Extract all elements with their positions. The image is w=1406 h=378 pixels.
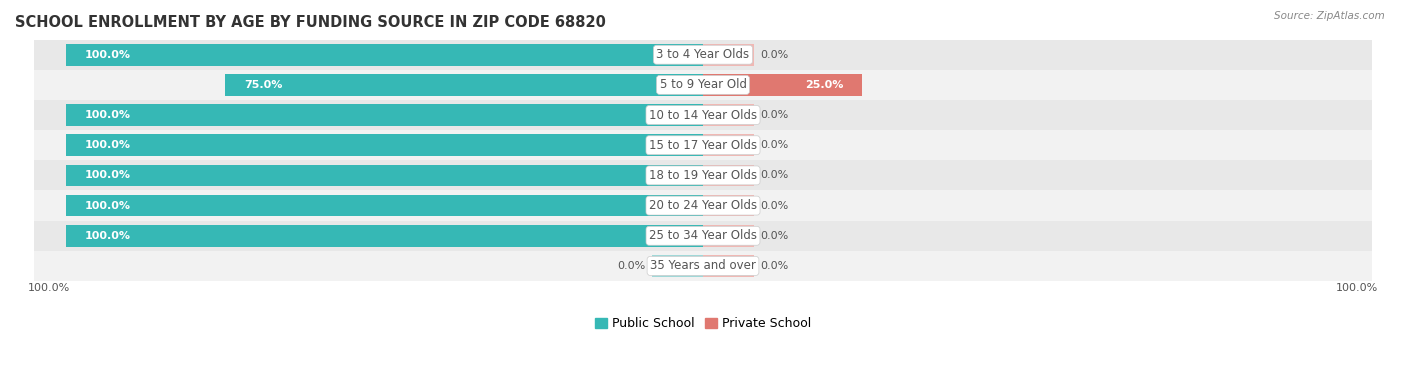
Text: 0.0%: 0.0% [761,140,789,150]
Bar [703,104,754,126]
Bar [34,160,1372,191]
Bar [66,134,703,156]
Bar [66,44,703,65]
Text: 5 to 9 Year Old: 5 to 9 Year Old [659,78,747,91]
Bar [66,195,703,217]
Bar [34,191,1372,221]
Bar [34,70,1372,100]
Text: 100.0%: 100.0% [86,140,131,150]
Text: 10 to 14 Year Olds: 10 to 14 Year Olds [650,108,756,122]
Bar [34,130,1372,160]
Text: 0.0%: 0.0% [761,110,789,120]
Text: 20 to 24 Year Olds: 20 to 24 Year Olds [650,199,756,212]
Text: 100.0%: 100.0% [86,231,131,241]
Bar [34,221,1372,251]
Text: 0.0%: 0.0% [761,261,789,271]
Bar [703,44,754,65]
Text: 0.0%: 0.0% [761,231,789,241]
Bar [66,104,703,126]
Bar [703,134,754,156]
Bar [703,195,754,217]
Text: 75.0%: 75.0% [245,80,283,90]
Bar [34,100,1372,130]
Bar [703,164,754,186]
Bar [225,74,703,96]
Bar [66,225,703,246]
Text: 100.0%: 100.0% [86,201,131,211]
Text: 0.0%: 0.0% [761,170,789,180]
Text: Source: ZipAtlas.com: Source: ZipAtlas.com [1274,11,1385,21]
Text: 25.0%: 25.0% [804,80,844,90]
Text: 0.0%: 0.0% [617,261,645,271]
Text: 25 to 34 Year Olds: 25 to 34 Year Olds [650,229,756,242]
Text: 100.0%: 100.0% [28,282,70,293]
Bar [652,255,703,277]
Text: 100.0%: 100.0% [86,170,131,180]
Text: SCHOOL ENROLLMENT BY AGE BY FUNDING SOURCE IN ZIP CODE 68820: SCHOOL ENROLLMENT BY AGE BY FUNDING SOUR… [15,15,606,30]
Text: 35 Years and over: 35 Years and over [650,259,756,273]
Text: 18 to 19 Year Olds: 18 to 19 Year Olds [650,169,756,182]
Text: 100.0%: 100.0% [86,110,131,120]
Bar [703,74,862,96]
Bar [66,164,703,186]
Text: 100.0%: 100.0% [86,50,131,60]
Bar [34,251,1372,281]
Text: 3 to 4 Year Olds: 3 to 4 Year Olds [657,48,749,61]
Bar [34,40,1372,70]
Bar [703,255,754,277]
Text: 100.0%: 100.0% [1336,282,1378,293]
Legend: Public School, Private School: Public School, Private School [595,317,811,330]
Text: 15 to 17 Year Olds: 15 to 17 Year Olds [650,139,756,152]
Bar [703,225,754,246]
Text: 0.0%: 0.0% [761,201,789,211]
Text: 0.0%: 0.0% [761,50,789,60]
